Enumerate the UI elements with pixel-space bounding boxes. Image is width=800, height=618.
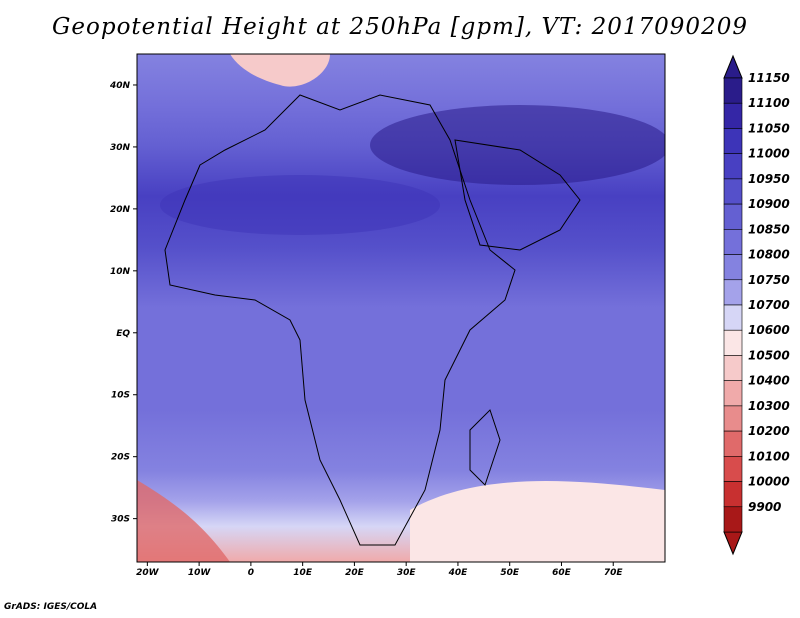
x-tick-label: 10W	[188, 568, 212, 578]
colorbar-label: 10400	[748, 374, 790, 388]
colorbar-label: 11100	[748, 96, 790, 110]
x-tick-label: 60E	[552, 568, 572, 578]
y-tick-label: 10S	[111, 391, 130, 401]
colorbar-label: 10100	[748, 449, 790, 463]
y-tick-label: 40N	[109, 81, 131, 91]
colorbar-top-arrow	[723, 54, 743, 79]
colorbar-label: 10300	[748, 399, 790, 413]
colorbar-swatch	[723, 304, 743, 331]
map-frame	[136, 53, 666, 563]
colorbar-swatch	[723, 229, 743, 255]
low-trough-south-atlantic	[137, 480, 230, 562]
madagascar-outline	[469, 409, 501, 486]
map-area	[137, 54, 665, 562]
x-tick-label: 70E	[604, 568, 624, 578]
colorbar-swatch	[723, 506, 743, 533]
low-trough-mediterranean	[230, 54, 330, 87]
y-tick-label: 20N	[110, 205, 131, 215]
x-tick-label: 20W	[136, 568, 160, 578]
colorbar-swatch	[723, 279, 743, 306]
colorbar-label: 10500	[748, 348, 790, 362]
y-tick-label: 20S	[111, 453, 130, 463]
colorbar-swatch	[723, 380, 743, 407]
colorbar-swatch	[723, 153, 743, 180]
colorbar: 11150 11100 11050 11000 10950 10900 10850 10800…	[723, 54, 790, 556]
colorbar-swatch	[723, 430, 743, 457]
colorbar-swatch	[723, 102, 743, 129]
colorbar-label: 10750	[748, 273, 790, 287]
colorbar-swatch	[723, 77, 743, 104]
colorbar-label: 10700	[748, 298, 790, 312]
colorbar-bottom-arrow	[723, 531, 743, 556]
colorbar-swatch	[723, 456, 743, 482]
colorbar-swatch	[723, 405, 743, 432]
map-title: Geopotential Height at 250hPa [gpm], VT:…	[52, 14, 748, 40]
colorbar-label: 10600	[748, 323, 790, 337]
x-tick-label: 10E	[293, 568, 313, 578]
x-axis-ticks: 20W 10W 0 10E 20E 30E 40E 50E 60E 70E	[136, 562, 623, 578]
colorbar-label: 10200	[748, 424, 790, 438]
footer-credit: GrADS: IGES/COLA	[4, 602, 98, 612]
x-tick-label: 50E	[500, 568, 520, 578]
high-core-sahara	[160, 175, 440, 235]
colorbar-swatch	[723, 178, 743, 205]
y-tick-label: 30N	[110, 143, 131, 153]
colorbar-label: 11000	[748, 147, 790, 161]
low-trough-indian-ocean	[410, 481, 665, 562]
africa-coastline	[164, 94, 516, 546]
colorbar-swatch	[723, 355, 743, 381]
colorbar-swatch	[723, 203, 743, 230]
colorbar-swatch	[723, 128, 743, 154]
y-tick-label: 10N	[110, 267, 131, 277]
y-tick-label: 30S	[111, 515, 130, 525]
arabian-peninsula-outline	[454, 139, 581, 251]
y-tick-label: EQ	[116, 329, 130, 339]
colorbar-swatch	[723, 481, 743, 508]
x-tick-label: 40E	[448, 568, 469, 578]
x-tick-label: 0	[248, 568, 254, 578]
colorbar-label: 10950	[748, 172, 790, 186]
colorbar-label: 10800	[748, 248, 790, 262]
colorbar-swatch	[723, 254, 743, 281]
y-axis-ticks: 40N 30N 20N 10N EQ 10S 20S 30S	[109, 81, 137, 525]
colorbar-label: 10000	[748, 475, 790, 489]
colorbar-label: 11050	[748, 121, 790, 135]
colorbar-label: 10900	[748, 197, 790, 211]
colorbar-label: 9900	[748, 500, 781, 514]
high-core-arabia	[370, 105, 665, 185]
colorbar-swatch	[723, 329, 743, 356]
x-tick-label: 30E	[397, 568, 417, 578]
colorbar-label: 11150	[748, 71, 790, 85]
colorbar-label: 10850	[748, 222, 790, 236]
x-tick-label: 20E	[345, 568, 365, 578]
